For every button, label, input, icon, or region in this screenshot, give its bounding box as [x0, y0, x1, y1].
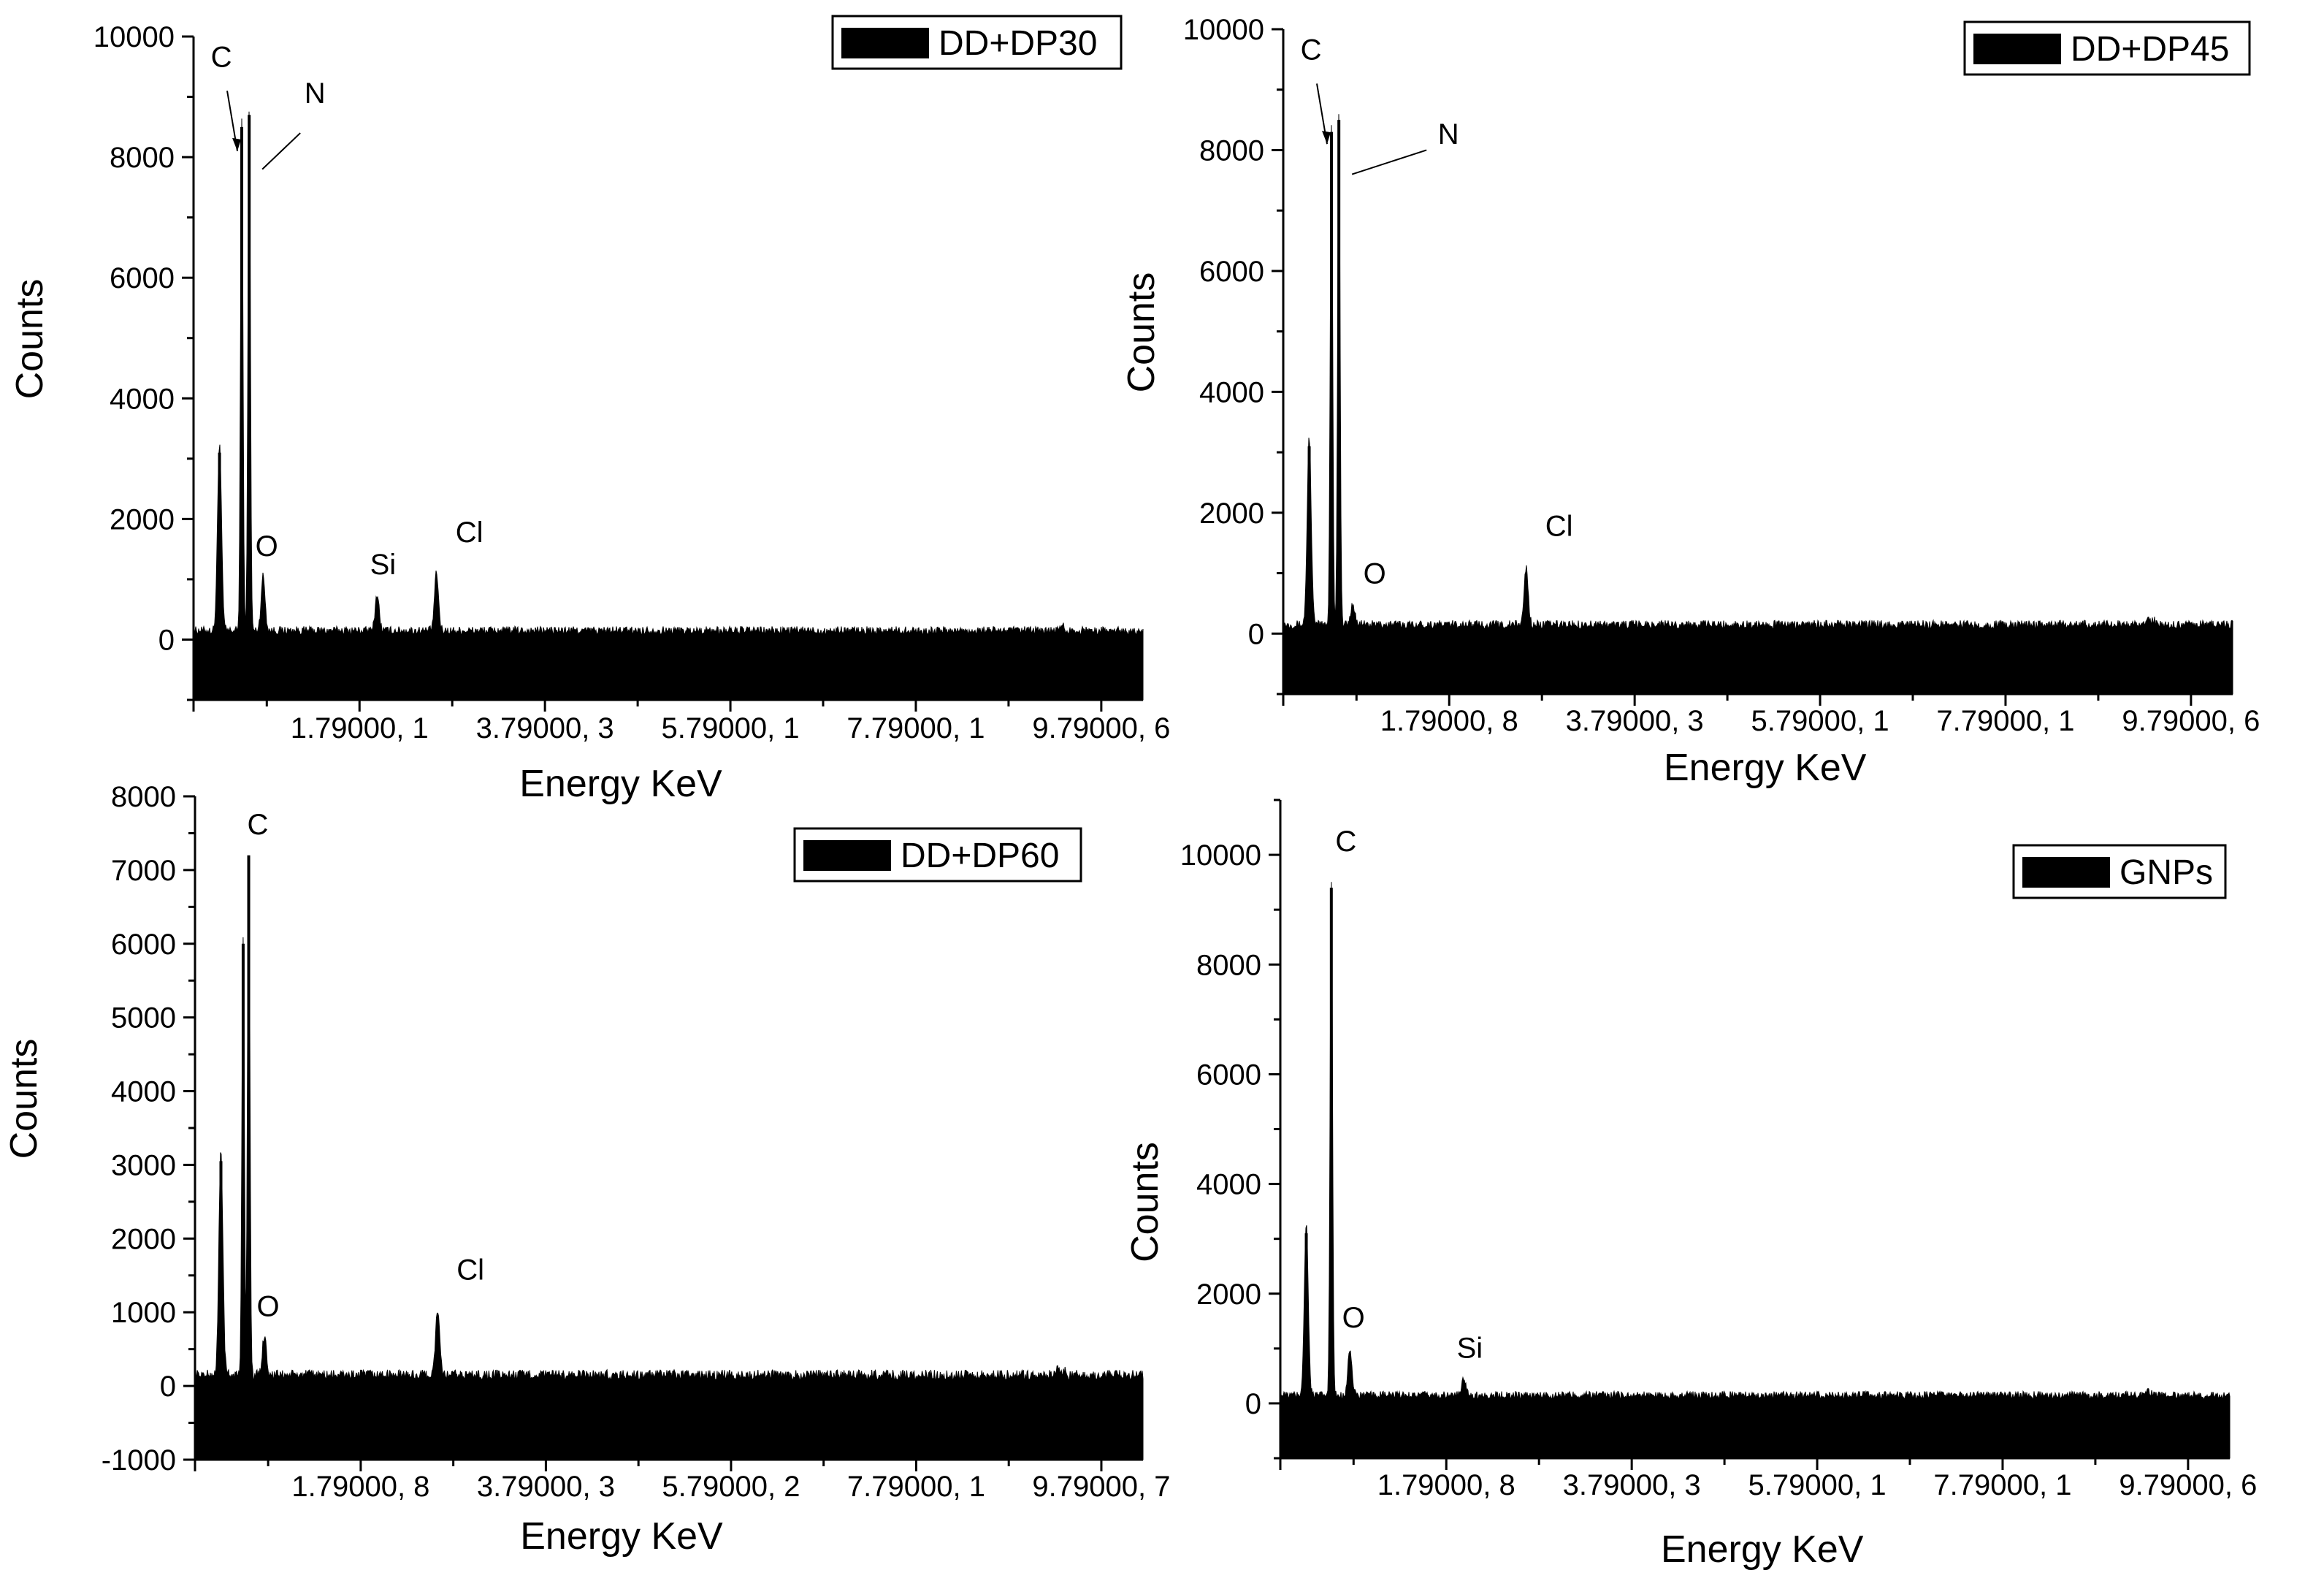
- x-axis-title: Energy KeV: [520, 1515, 723, 1558]
- spectrum-area: [1283, 114, 2233, 695]
- chart-panel-1: 0 2000 4000 6000 8000 10000 1.79000, 1 3.79000,…: [9, 15, 1170, 805]
- legend-swatch: [841, 28, 929, 58]
- arrow-n: [261, 132, 301, 170]
- arrowhead-c: [1322, 131, 1331, 145]
- peak-label-c: C: [1335, 826, 1356, 858]
- spectrum-area: [1280, 882, 2231, 1459]
- y-tick-label: 1000: [111, 1297, 176, 1329]
- legend: DD+DP45: [1963, 20, 2251, 76]
- y-tick-label: 4000: [1196, 1169, 1261, 1201]
- y-tick-label: 10000: [1180, 839, 1261, 872]
- y-tick-label: 2000: [1196, 1279, 1261, 1311]
- legend-swatch: [803, 840, 891, 871]
- y-tick-label: 6000: [1196, 1059, 1261, 1091]
- peak-label-o: O: [1364, 557, 1386, 590]
- y-tick-label: 2000: [110, 503, 175, 536]
- y-tick-label: 7000: [111, 855, 176, 887]
- x-tick-label: 1.79000, 8: [1380, 705, 1518, 737]
- x-tick-label: 5.79000, 1: [1748, 1469, 1887, 1501]
- y-tick-label: 8000: [110, 142, 175, 174]
- legend-label: DD+DP60: [901, 837, 1059, 875]
- y-tick-label: 2000: [111, 1223, 176, 1255]
- x-tick-label: 9.79000, 6: [1032, 712, 1170, 744]
- peak-label-o: O: [257, 1291, 280, 1323]
- y-tick-label: 0: [158, 624, 175, 656]
- x-tick-label: 7.79000, 1: [1936, 705, 2074, 737]
- spectrum-area: [194, 858, 1144, 1460]
- legend-label: DD+DP30: [939, 24, 1097, 63]
- y-tick-label: -1000: [102, 1444, 176, 1476]
- chart-panel-2: 0 2000 4000 6000 8000 10000 1.79000, 8 3.79000,…: [1120, 14, 2260, 789]
- y-tick-label: 6000: [1199, 256, 1264, 288]
- y-tick-label: 2000: [1199, 498, 1264, 530]
- y-tick-label: 0: [1248, 618, 1264, 650]
- x-tick-label: 7.79000, 1: [847, 1471, 985, 1503]
- x-tick-label: 3.79000, 3: [477, 1471, 615, 1503]
- x-tick-label: 3.79000, 3: [1566, 705, 1704, 737]
- y-tick-label: 4000: [1199, 376, 1264, 408]
- x-tick-label: 9.79000, 6: [2119, 1469, 2257, 1501]
- legend-swatch: [2022, 857, 2110, 888]
- peak-label-o: O: [1342, 1302, 1365, 1334]
- x-tick-label: 9.79000, 7: [1032, 1471, 1170, 1503]
- peak-label-o: O: [256, 530, 278, 563]
- peak-label-c: C: [247, 809, 268, 841]
- arrowhead-c: [232, 137, 242, 151]
- peak-label-n: N: [305, 77, 326, 110]
- chart-panel-3: -1000 0 1000 2000 3000 4000 5000 6000 7000 8000 1.…: [3, 781, 1170, 1558]
- peak-label-cl: Cl: [456, 1254, 484, 1286]
- y-tick-label: 6000: [110, 262, 175, 294]
- legend-label: GNPs: [2119, 853, 2213, 892]
- legend-label: DD+DP45: [2071, 30, 2229, 69]
- y-axis-title: Counts: [9, 279, 51, 400]
- x-tick-label: 1.79000, 8: [1377, 1469, 1515, 1501]
- x-axis-title: Energy KeV: [519, 763, 722, 805]
- y-tick-label: 0: [1245, 1388, 1261, 1420]
- chart-panel-4: 0 2000 4000 6000 8000 10000 1.79000, 8 3.79000,…: [1124, 799, 2257, 1571]
- peak-label-si: Si: [1457, 1332, 1483, 1364]
- y-axis-title: Counts: [1120, 273, 1163, 393]
- x-tick-label: 1.79000, 8: [291, 1471, 429, 1503]
- arrow-n: [1351, 149, 1427, 175]
- x-tick-label: 1.79000, 1: [291, 712, 429, 744]
- y-tick-label: 10000: [1183, 14, 1264, 46]
- peak-label-cl: Cl: [1545, 511, 1573, 543]
- legend: DD+DP60: [793, 827, 1082, 883]
- y-tick-label: 8000: [1196, 949, 1261, 981]
- legend: DD+DP30: [831, 15, 1123, 70]
- legend-swatch: [1973, 34, 2061, 64]
- x-tick-label: 9.79000, 6: [2122, 705, 2260, 737]
- x-tick-label: 3.79000, 3: [1563, 1469, 1701, 1501]
- x-tick-label: 5.79000, 2: [662, 1471, 800, 1503]
- spectrum-area: [193, 111, 1144, 701]
- x-tick-label: 5.79000, 1: [662, 712, 800, 744]
- peak-label-c: C: [211, 41, 232, 73]
- y-tick-label: 8000: [1199, 134, 1264, 167]
- y-axis-title: Counts: [1124, 1142, 1166, 1262]
- y-axis-title: Counts: [3, 1039, 45, 1159]
- peak-label-c: C: [1301, 34, 1322, 66]
- y-tick-label: 8000: [111, 781, 176, 813]
- x-tick-label: 7.79000, 1: [1933, 1469, 2071, 1501]
- peak-label-si: Si: [370, 549, 397, 581]
- peak-label-n: N: [1438, 118, 1459, 150]
- y-tick-label: 4000: [111, 1076, 176, 1108]
- y-tick-label: 0: [160, 1371, 176, 1403]
- y-tick-label: 5000: [111, 1002, 176, 1034]
- legend: GNPs: [2012, 844, 2227, 899]
- peak-label-cl: Cl: [456, 517, 483, 549]
- y-tick-label: 3000: [111, 1149, 176, 1181]
- x-tick-label: 7.79000, 1: [846, 712, 985, 744]
- x-axis-title: Energy KeV: [1661, 1528, 1864, 1571]
- y-tick-label: 4000: [110, 383, 175, 415]
- x-axis-title: Energy KeV: [1664, 747, 1867, 789]
- y-tick-label: 10000: [93, 21, 175, 53]
- x-tick-label: 5.79000, 1: [1751, 705, 1889, 737]
- x-tick-label: 3.79000, 3: [476, 712, 614, 744]
- y-tick-label: 6000: [111, 929, 176, 961]
